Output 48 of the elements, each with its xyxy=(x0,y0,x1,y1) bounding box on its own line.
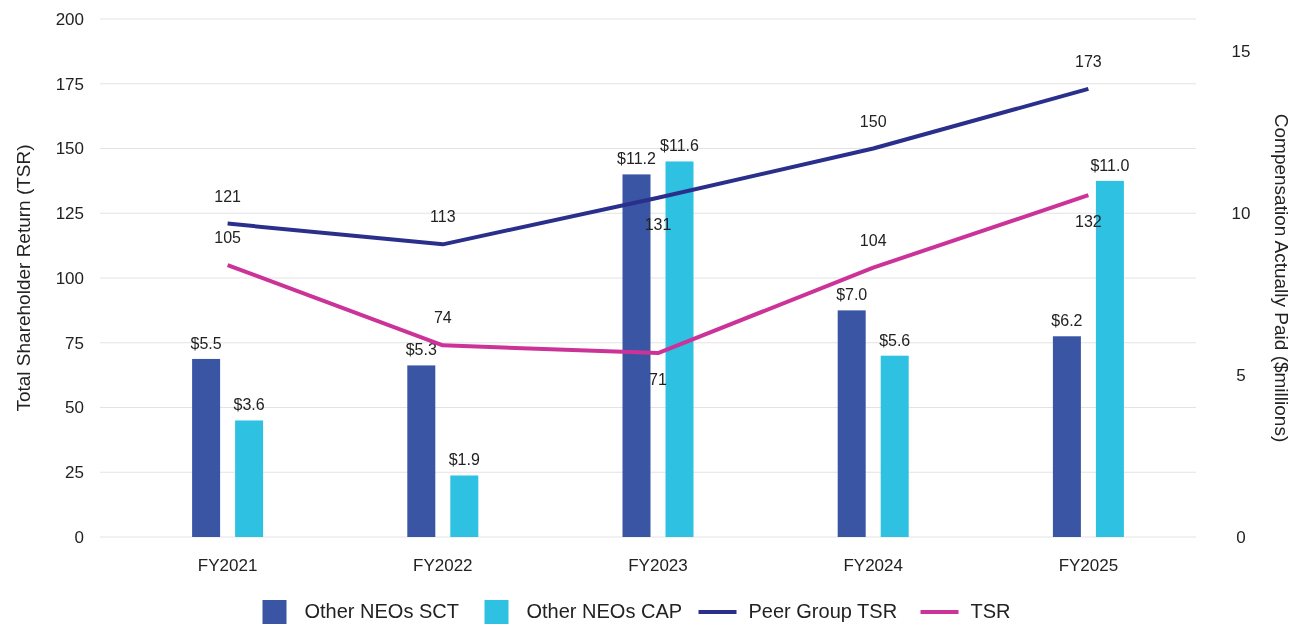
y-tick-label: 100 xyxy=(55,268,84,288)
legend-label: Other NEOs SCT xyxy=(304,600,459,622)
data-label: $11.2 xyxy=(617,150,657,168)
legend-label: TSR xyxy=(970,600,1011,622)
x-tick-label: FY2023 xyxy=(628,556,688,575)
y2-tick-label: 10 xyxy=(1231,204,1251,224)
data-label: 104 xyxy=(859,231,887,249)
bar xyxy=(880,355,909,537)
y2-axis-title: Compensation Actually Paid ($millions) xyxy=(1271,113,1292,443)
x-tick-label: FY2022 xyxy=(413,556,473,575)
bar xyxy=(407,365,436,537)
x-tick-label: FY2025 xyxy=(1058,556,1119,575)
y-tick-label: 125 xyxy=(55,204,84,224)
y-tick-label: 75 xyxy=(65,333,84,353)
y-tick-label: 200 xyxy=(55,9,84,29)
bar xyxy=(837,310,866,537)
data-label: 105 xyxy=(214,229,242,247)
bar xyxy=(192,358,221,537)
legend-label: Other NEOs CAP xyxy=(526,600,683,622)
y-tick-label: 150 xyxy=(55,139,84,159)
data-label: $3.6 xyxy=(233,396,265,414)
data-label: $5.6 xyxy=(879,331,911,349)
y2-tick-label: 5 xyxy=(1236,366,1246,386)
y-tick-label: 175 xyxy=(55,74,84,94)
x-tick-label: FY2021 xyxy=(197,556,258,575)
y2-tick-label: 0 xyxy=(1236,527,1246,547)
data-label: $5.5 xyxy=(190,334,222,352)
data-label: 113 xyxy=(430,208,456,226)
x-tick-label: FY2024 xyxy=(843,556,903,575)
data-label: $11.6 xyxy=(660,137,700,155)
data-label: $1.9 xyxy=(448,451,480,469)
legend-label: Peer Group TSR xyxy=(748,600,898,622)
bar xyxy=(235,420,264,537)
y-axis-title: Total Shareholder Return (TSR) xyxy=(13,144,34,412)
y-tick-label: 25 xyxy=(65,463,84,483)
data-label: 173 xyxy=(1075,52,1102,70)
bar xyxy=(1052,336,1081,537)
bar xyxy=(450,475,479,537)
data-label: $7.0 xyxy=(836,286,868,304)
data-label: 74 xyxy=(433,309,452,327)
y2-tick-label: 15 xyxy=(1231,42,1251,62)
data-label: 121 xyxy=(214,187,242,205)
y-tick-label: 0 xyxy=(74,527,84,547)
data-label: $11.0 xyxy=(1090,156,1130,174)
data-label: 150 xyxy=(859,112,887,130)
y-tick-label: 50 xyxy=(65,398,84,418)
data-label: $6.2 xyxy=(1051,312,1083,330)
data-label: $5.3 xyxy=(405,341,437,359)
